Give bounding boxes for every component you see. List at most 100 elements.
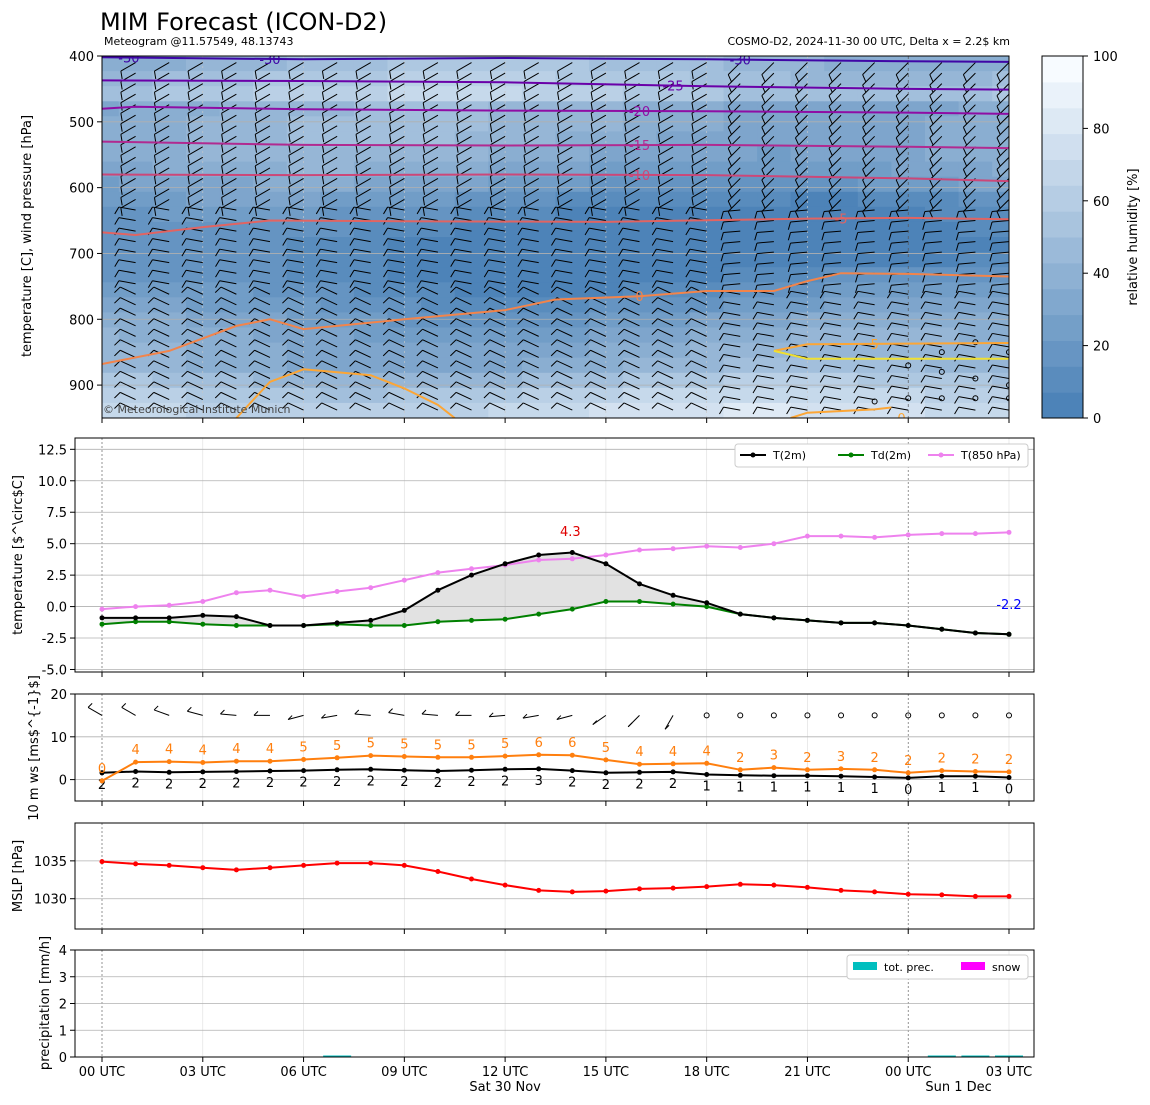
upper-air-barb: [551, 280, 573, 288]
upper-air-barb: [720, 209, 741, 220]
barb-flag: [120, 176, 123, 185]
barb-flag: [954, 291, 960, 299]
barb-flag: [382, 328, 390, 336]
upper-air-barb: [147, 381, 170, 390]
upper-air-barb: [450, 286, 472, 295]
barb-shaft: [862, 178, 875, 191]
barb-flag: [81, 298, 87, 304]
barb-shaft: [958, 343, 976, 348]
barb-flag: [920, 333, 926, 341]
humidity-cell: [555, 387, 590, 404]
upper-air-barb: [248, 402, 271, 411]
barb-shaft: [119, 318, 136, 327]
barb-shaft: [254, 93, 271, 104]
upper-air-barb: [754, 241, 774, 251]
barb-flag: [382, 297, 390, 304]
barb-flag: [895, 137, 900, 146]
barb-flag: [282, 280, 288, 288]
barb-flag: [617, 381, 625, 388]
barb-shaft: [857, 290, 875, 295]
humidity-cell: [992, 131, 1009, 148]
barb-flag: [557, 102, 560, 111]
upper-air-barb: [389, 188, 405, 206]
humidity-cell: [102, 402, 120, 418]
barb-shaft: [489, 286, 506, 295]
pressure-point: [1006, 893, 1012, 899]
upper-air-barb: [987, 290, 1009, 299]
upper-air-barb: [282, 381, 304, 390]
barb-shaft: [963, 188, 976, 202]
upper-air-barb: [153, 83, 170, 101]
barb-shaft: [454, 280, 472, 285]
barb-shaft: [154, 146, 170, 156]
upper-air-barb: [954, 343, 976, 352]
humidity-cell: [421, 282, 456, 298]
upper-air-barb: [181, 269, 203, 278]
barb-flag: [114, 259, 120, 267]
upper-air-barb: [895, 157, 909, 177]
upper-air-barb: [551, 238, 573, 246]
barb-shaft: [556, 714, 573, 721]
y-tick-label: 1030: [34, 893, 67, 908]
upper-air-barb: [355, 135, 371, 153]
barb-shaft: [658, 177, 674, 188]
humidity-cell: [387, 267, 422, 283]
upper-air-barb: [450, 339, 472, 348]
barb-shaft: [691, 381, 707, 390]
upper-air-barb: [786, 406, 808, 415]
upper-air-barb: [955, 220, 976, 230]
humidity-cell: [689, 86, 725, 102]
upper-air-barb: [557, 125, 573, 143]
upper-air-barb: [929, 125, 943, 146]
barb-flag: [752, 385, 758, 394]
y-tick-label: 0: [59, 1051, 67, 1066]
upper-air-barb: [382, 370, 405, 379]
barb-shaft: [723, 301, 741, 306]
barb-shaft: [154, 104, 170, 114]
barb-flag: [153, 207, 157, 216]
barb-flag: [120, 123, 123, 132]
barb-flag: [147, 217, 153, 225]
upper-air-barb: [691, 188, 707, 206]
barb-shaft: [185, 259, 203, 264]
upper-air-barb: [147, 297, 170, 306]
barb-shaft: [924, 262, 942, 265]
barb-flag: [315, 370, 323, 378]
barb-shaft: [388, 712, 405, 716]
humidity-cell: [286, 116, 321, 132]
humidity-cell: [102, 116, 120, 132]
barb-shaft: [958, 290, 976, 295]
upper-air-barb: [153, 199, 170, 216]
barb-shaft: [727, 93, 741, 107]
upper-air-barb: [248, 297, 271, 306]
barb-shaft: [757, 332, 774, 337]
calm-marker: [972, 395, 979, 402]
colorbar-level: [1042, 211, 1083, 238]
humidity-cell: [118, 161, 153, 178]
barb-flag: [355, 113, 358, 122]
barb-shaft: [757, 301, 774, 306]
barb-shaft: [622, 227, 640, 232]
upper-air-barb: [761, 83, 775, 104]
wind-barb: [627, 715, 640, 728]
humidity-cell: [891, 357, 926, 374]
barb-flag: [657, 155, 661, 164]
barb-flag: [517, 280, 523, 288]
barb-shaft: [118, 238, 136, 243]
barb-shaft: [795, 83, 808, 97]
humidity-cell: [118, 206, 153, 223]
humidity-cell: [454, 131, 489, 148]
upper-air-barb: [349, 381, 371, 390]
upper-air-barb: [517, 238, 539, 246]
barb-flag: [590, 71, 593, 80]
barb-shaft: [958, 262, 976, 265]
barb-flag: [584, 206, 590, 215]
time-tick-label: 09 UTC: [381, 1065, 427, 1080]
barb-flag: [248, 360, 255, 367]
upper-air-barb: [920, 301, 942, 309]
barb-flag: [962, 190, 968, 198]
barb-shaft: [455, 381, 472, 390]
barb-shaft: [556, 318, 573, 327]
barb-flag: [87, 145, 88, 153]
